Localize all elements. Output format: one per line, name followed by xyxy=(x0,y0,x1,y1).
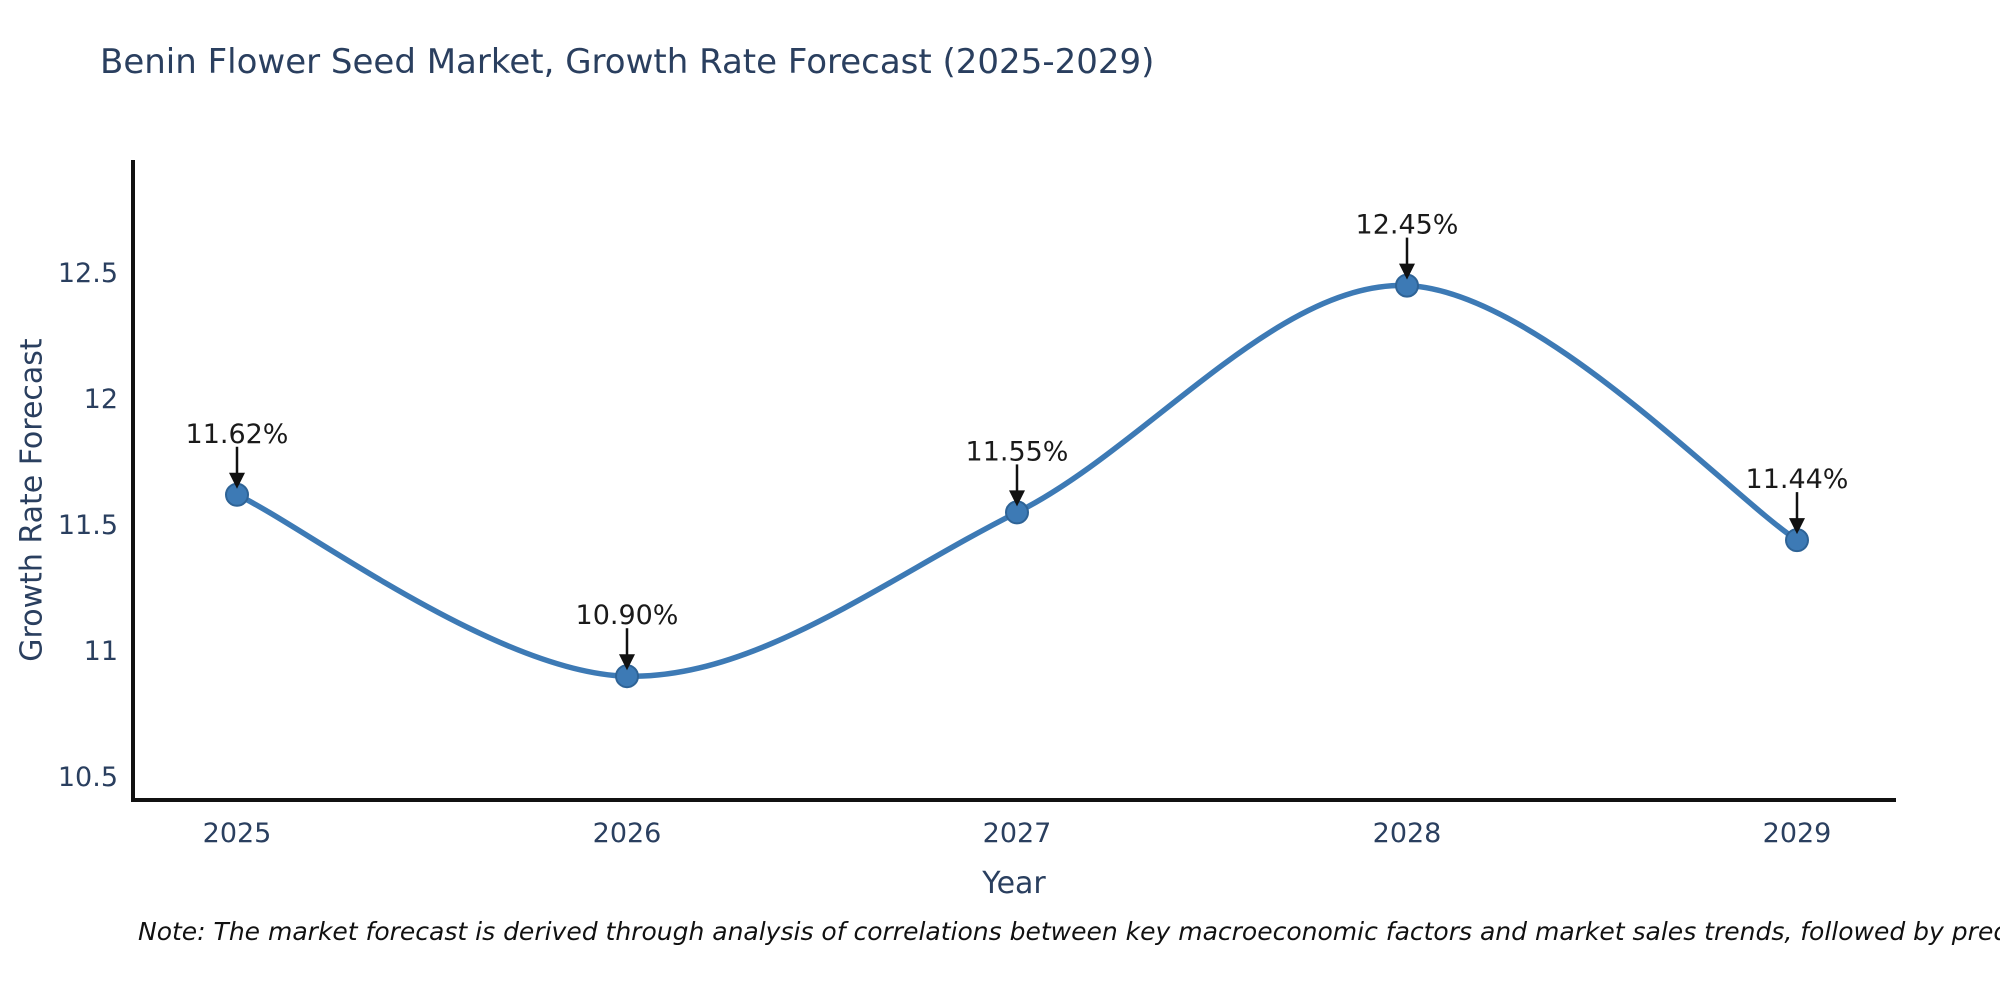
y-tick-label: 10.5 xyxy=(58,762,118,793)
annotation-arrowhead xyxy=(229,472,245,489)
annotation-label: 12.45% xyxy=(1356,210,1459,241)
x-tick-label: 2026 xyxy=(593,818,662,849)
annotation-label: 10.90% xyxy=(576,600,679,631)
annotation-label: 11.44% xyxy=(1746,464,1849,495)
x-tick-label: 2028 xyxy=(1373,818,1442,849)
y-tick-label: 11.5 xyxy=(58,510,118,541)
footnote: Note: The market forecast is derived thr… xyxy=(138,917,2000,946)
x-tick-label: 2027 xyxy=(983,818,1052,849)
y-tick-label: 12 xyxy=(84,384,118,415)
annotation-label: 11.62% xyxy=(186,419,289,450)
chart-title: Benin Flower Seed Market, Growth Rate Fo… xyxy=(100,42,1155,82)
annotation-arrowhead xyxy=(619,654,635,671)
y-tick-label: 12.5 xyxy=(58,258,118,289)
annotation-arrowhead xyxy=(1009,490,1025,507)
annotation-arrowhead xyxy=(1399,263,1415,280)
annotation-label: 11.55% xyxy=(966,436,1069,467)
x-tick-label: 2029 xyxy=(1763,818,1832,849)
x-tick-label: 2025 xyxy=(203,818,272,849)
annotation-arrowhead xyxy=(1789,518,1805,535)
y-tick-label: 11 xyxy=(84,636,118,667)
x-axis-title: Year xyxy=(982,866,1046,901)
